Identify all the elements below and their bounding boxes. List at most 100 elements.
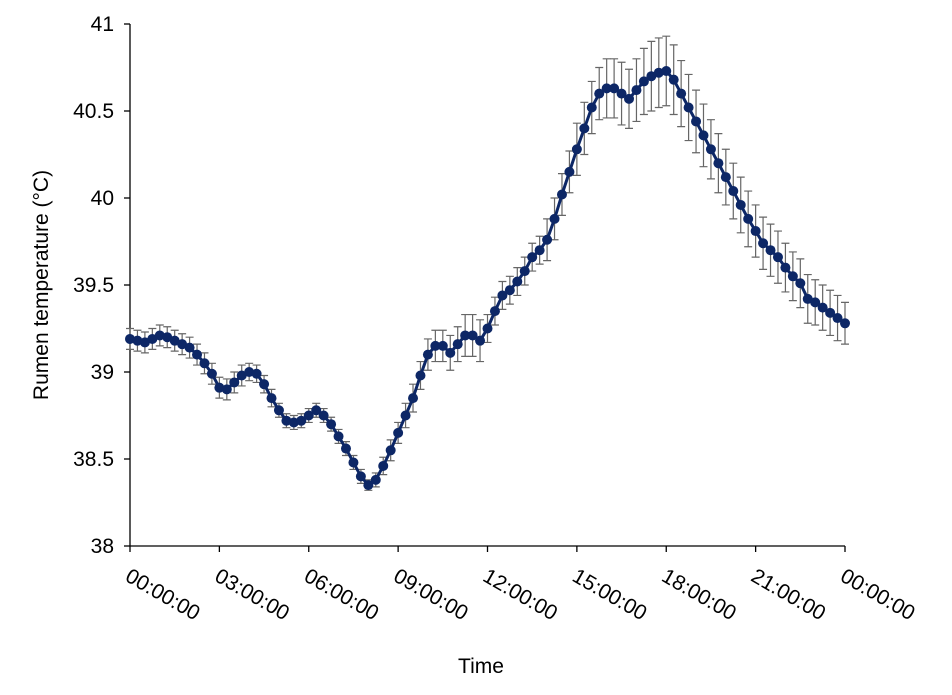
x-tick-label: 03:00:00	[211, 564, 293, 625]
marker	[787, 271, 798, 282]
marker	[758, 238, 769, 249]
marker	[631, 85, 642, 96]
marker	[638, 76, 649, 87]
marker	[601, 83, 612, 94]
marker	[132, 335, 143, 346]
marker	[489, 306, 500, 317]
y-tick-label: 40	[91, 187, 114, 210]
y-tick-label: 38.5	[73, 448, 114, 471]
marker	[691, 116, 702, 127]
x-tick-label: 00:00:00	[837, 564, 919, 625]
marker	[400, 410, 411, 421]
marker	[825, 307, 836, 318]
marker	[318, 410, 329, 421]
marker	[720, 172, 731, 183]
marker	[519, 266, 530, 277]
marker	[475, 335, 486, 346]
marker	[296, 415, 307, 426]
marker	[363, 480, 374, 491]
marker	[564, 166, 575, 177]
marker	[326, 419, 337, 430]
marker	[579, 123, 590, 134]
marker	[646, 71, 657, 82]
marker	[139, 337, 150, 348]
marker	[162, 332, 173, 343]
y-axis-title: Rumen temperature (°C)	[30, 170, 53, 400]
marker	[259, 379, 270, 390]
marker	[460, 330, 471, 341]
marker	[616, 88, 627, 99]
x-tick-label: 09:00:00	[390, 564, 472, 625]
marker	[229, 377, 240, 388]
y-tick-label: 40.5	[73, 100, 114, 123]
y-tick-label: 38	[91, 535, 114, 558]
marker	[676, 88, 687, 99]
marker	[288, 417, 299, 428]
marker	[125, 333, 135, 344]
marker	[199, 358, 210, 369]
marker	[527, 252, 538, 263]
marker	[832, 313, 843, 324]
marker	[154, 330, 165, 341]
y-tick-label: 41	[91, 13, 114, 36]
marker	[743, 213, 754, 224]
marker	[311, 405, 322, 416]
marker	[795, 278, 806, 289]
marker	[281, 415, 292, 426]
marker	[370, 474, 381, 485]
marker	[772, 252, 783, 263]
marker	[266, 393, 277, 404]
marker	[221, 384, 232, 395]
y-tick-label: 39	[91, 361, 114, 384]
marker	[192, 349, 203, 360]
marker	[556, 189, 567, 200]
marker	[408, 393, 419, 404]
marker	[393, 427, 404, 438]
x-tick-label: 21:00:00	[747, 564, 829, 625]
marker	[482, 323, 493, 334]
marker	[422, 349, 433, 360]
marker	[452, 339, 463, 350]
marker	[244, 367, 255, 377]
marker	[802, 293, 813, 304]
marker	[378, 460, 389, 471]
marker	[728, 186, 739, 197]
x-tick-label: 00:00:00	[122, 564, 204, 625]
marker	[713, 158, 724, 169]
marker	[169, 335, 180, 346]
marker	[542, 234, 553, 245]
x-tick-label: 06:00:00	[300, 564, 382, 625]
marker	[214, 382, 225, 393]
y-tick-label: 39.5	[73, 274, 114, 297]
marker	[594, 88, 605, 99]
marker	[445, 347, 456, 358]
marker	[273, 405, 284, 416]
line	[129, 69, 846, 488]
marker	[348, 457, 359, 468]
marker	[340, 443, 351, 454]
marker	[817, 302, 828, 313]
marker	[497, 290, 508, 301]
marker	[683, 102, 694, 113]
marker	[437, 340, 448, 351]
marker	[147, 333, 158, 344]
marker	[571, 144, 582, 155]
marker	[415, 370, 426, 381]
marker	[840, 318, 850, 329]
x-axis-title: Time	[458, 655, 504, 678]
marker	[609, 83, 620, 94]
marker	[549, 213, 560, 224]
marker	[303, 410, 314, 421]
marker	[653, 67, 664, 78]
marker	[750, 226, 761, 237]
marker	[668, 74, 679, 85]
marker	[430, 340, 441, 351]
marker	[534, 245, 545, 256]
marker	[705, 144, 716, 155]
marker	[780, 262, 791, 273]
marker	[206, 368, 217, 379]
marker	[698, 130, 709, 141]
marker	[810, 297, 821, 308]
marker	[661, 65, 672, 76]
